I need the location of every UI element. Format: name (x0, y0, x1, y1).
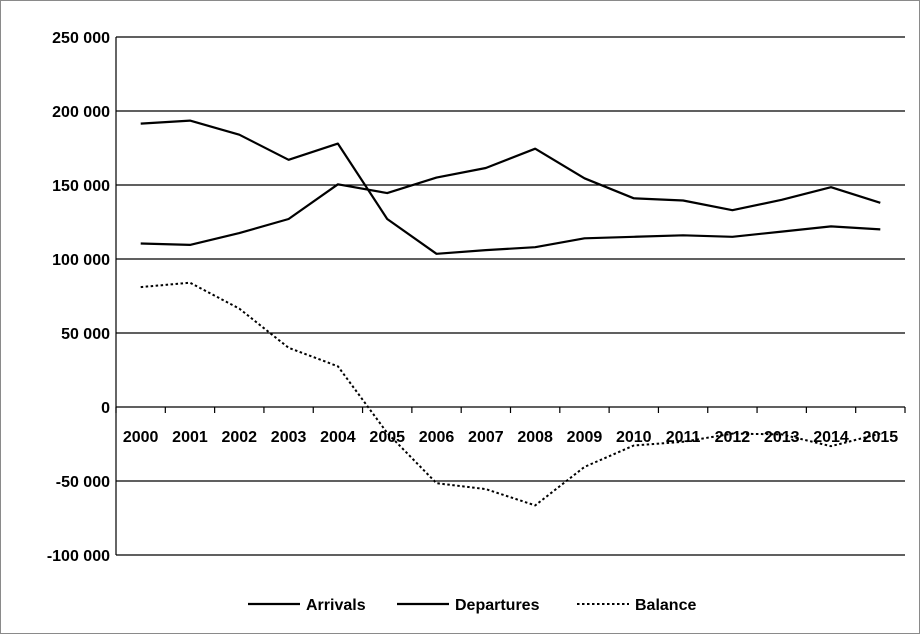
legend: Arrivals Departures Balance (248, 597, 696, 614)
x-tick-label: 2015 (863, 429, 899, 446)
y-tick-labels: 250 000 200 000 150 000 100 000 50 000 0 -50 0… (47, 30, 110, 565)
axes (115, 37, 906, 555)
x-tick-label: 2009 (567, 429, 603, 446)
x-tick-label: 2003 (271, 429, 307, 446)
x-tick-label: 2008 (517, 429, 553, 446)
legend-label-balance: Balance (635, 597, 696, 614)
x-tick-label: 2000 (123, 429, 159, 446)
x-tick-labels: 2000 2001 2002 2003 2004 2005 2006 2007 2008 2009… (123, 429, 898, 446)
x-tick-label: 2007 (468, 429, 504, 446)
x-tick-label: 2013 (764, 429, 800, 446)
x-tick-label: 2005 (369, 429, 405, 446)
series-line-arrivals (140, 119, 881, 255)
y-tick-label: -50 000 (56, 474, 110, 491)
y-tick-label: 0 (101, 400, 110, 417)
x-tick-label: 2001 (172, 429, 208, 446)
series-line-balance (140, 281, 881, 507)
gridlines (116, 36, 905, 556)
x-tick-label: 2010 (616, 429, 652, 446)
legend-label-departures: Departures (455, 597, 540, 614)
x-tick-label: 2012 (715, 429, 751, 446)
series-lines (140, 119, 881, 507)
y-tick-label: 150 000 (52, 178, 110, 195)
x-tick-label: 2011 (666, 429, 701, 446)
x-tick-label: 2006 (419, 429, 455, 446)
x-tick-label: 2004 (320, 429, 356, 446)
x-tick-label: 2002 (221, 429, 257, 446)
y-tick-label: -100 000 (47, 548, 110, 565)
x-tick-label: 2014 (813, 429, 849, 446)
series-line-departures (140, 147, 881, 246)
y-tick-label: 250 000 (52, 30, 110, 47)
y-tick-label: 100 000 (52, 252, 110, 269)
y-tick-label: 200 000 (52, 104, 110, 121)
legend-label-arrivals: Arrivals (306, 597, 366, 614)
y-tick-label: 50 000 (61, 326, 110, 343)
